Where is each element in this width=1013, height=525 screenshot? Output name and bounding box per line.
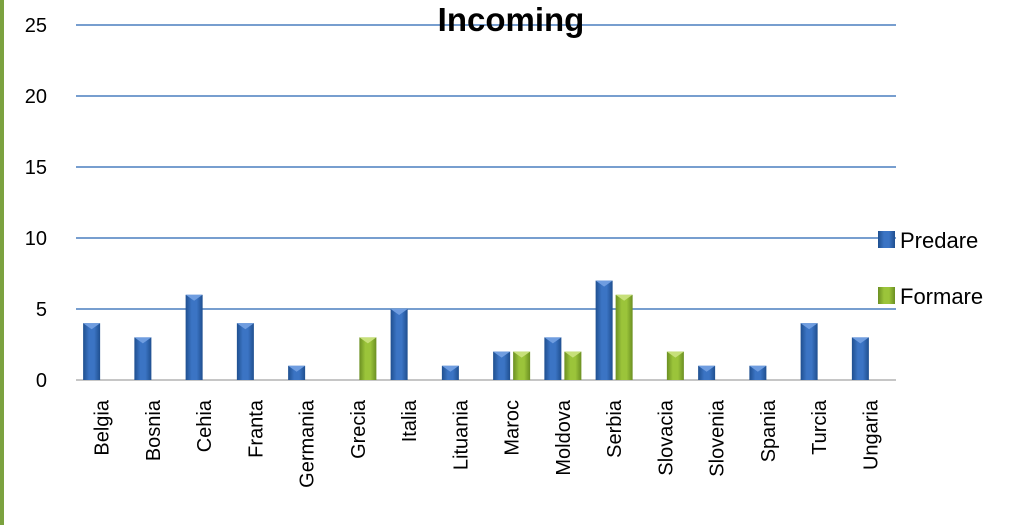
chart-title: Incoming [438,1,585,38]
bar-formare-moldova [564,351,582,380]
legend-swatch-predare [878,231,895,248]
bar-predare-turcia [800,323,818,380]
y-tick-label: 10 [25,228,47,250]
x-tick-label: Grecia [348,399,370,459]
y-tick-label: 15 [25,157,47,179]
bar-bevel [236,323,254,330]
x-tick-label: Lituania [450,399,472,470]
bar-predare-lituania [441,365,459,380]
bar-bevel [851,337,869,344]
x-axis-ticks: Belgia Bosnia Cehia Franta Germania Grecia Ita… [92,399,883,488]
bar-predare-moldova [544,337,562,380]
bar-predare-serbia [595,280,613,380]
x-tick-label: Serbia [604,399,626,458]
bar-bevel [83,323,101,330]
x-tick-label: Belgia [92,399,114,455]
bar-predare-franta [236,323,254,380]
y-axis-ticks: 0 5 10 15 20 25 [25,15,47,392]
bar-bevel [134,337,152,344]
bar-formare-maroc [513,351,531,380]
bar-bevel [666,351,684,358]
legend-label-predare: Predare [900,228,978,253]
y-tick-label: 5 [36,299,47,321]
legend-item-predare: Predare [878,228,978,253]
x-tick-label: Germania [297,399,319,488]
bar-bevel [800,323,818,330]
bar-predare-slovenia [698,365,716,380]
bar-bevel [493,351,511,358]
bar-predare-germania [288,365,306,380]
x-tick-label: Turcia [809,399,831,455]
x-tick-label: Slovenia [707,399,729,477]
y-tick-label: 20 [25,86,47,108]
bar-bevel [441,365,459,372]
legend-item-formare: Formare [878,284,983,309]
bars [83,280,869,380]
bar-bevel [513,351,531,358]
x-tick-label: Maroc [502,400,524,456]
bar-formare-slovacia [666,351,684,380]
bar-predare-maroc [493,351,511,380]
bar-predare-ungaria [851,337,869,380]
x-tick-label: Franta [245,399,267,458]
bar-bevel [615,294,633,301]
bar-bevel [595,280,613,287]
x-tick-label: Moldova [553,399,575,475]
bar-predare-italia [390,309,408,380]
bar-formare-grecia [359,337,377,380]
bar-bevel [390,309,408,315]
legend: Predare Formare [878,228,983,309]
bar-predare-cehia [185,294,203,380]
x-tick-label: Cehia [194,399,216,452]
bar-predare-bosnia [134,337,152,380]
y-tick-label: 25 [25,15,47,37]
bar-bevel [359,337,377,344]
x-tick-label: Bosnia [143,399,165,461]
bar-formare-serbia [615,294,633,380]
legend-label-formare: Formare [900,284,983,309]
legend-swatch-formare [878,287,895,304]
bar-predare-belgia [83,323,101,380]
x-tick-label: Spania [758,399,780,462]
y-tick-label: 0 [36,370,47,392]
left-border [0,0,4,525]
bar-bevel [185,294,203,301]
bar-bevel [564,351,582,358]
x-tick-label: Italia [399,399,421,442]
bar-predare-spania [749,365,767,380]
bar-bevel [749,365,767,372]
bar-bevel [288,365,306,372]
x-tick-label: Ungaria [860,399,882,470]
x-tick-label: Slovacia [655,399,677,475]
bar-bevel [544,337,562,344]
bar-bevel [698,365,716,372]
